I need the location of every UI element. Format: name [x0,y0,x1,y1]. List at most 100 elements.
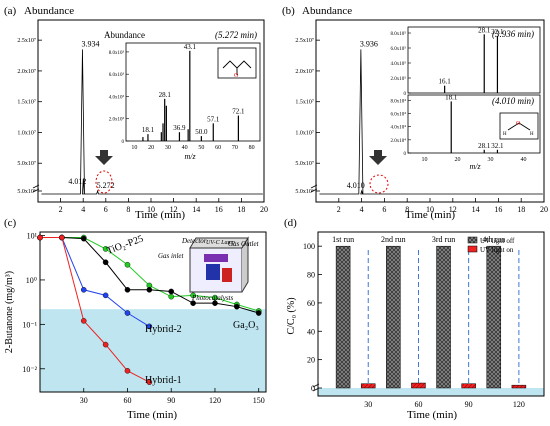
bar-uv-on [360,383,376,389]
reactor-illustration: UV-C Lamp Detector Gas inlet Gas Outlet … [158,236,260,302]
panel-a-ylabel: Abundance [24,5,74,17]
panel-b-axis-break [310,184,318,193]
panel-d-bars: 1st run 2nd run 3rd run 4th run [332,235,527,389]
bar-uv-on [411,382,426,389]
series-label-hybrid2: Hybrid-2 [145,324,182,335]
bar-uv-on [461,383,476,389]
y-tick-label: 1.0x10⁷ [295,130,314,136]
y-tick-label: 20 [307,356,315,365]
panel-a-inset-x-ticks: 10 20 30 40 50 60 70 80 [131,145,254,151]
spectrum-peak-label: 28.1 [478,142,491,150]
x-tick-label: 10 [147,205,155,214]
panel-a-inset-xlabel: m/z [184,152,196,161]
panel-d-x-ticks: 30 60 90 120 [364,250,525,409]
x-tick-label: 20 [260,205,268,214]
panel-a-highlight-circle [95,170,113,194]
series-point [234,303,240,310]
series-point [80,318,87,324]
oxygen-atom-icon: O [234,73,239,79]
panel-b-inset2-y-ticks: 0 2.0x10⁴ 4.0x10⁴ 6.0x10⁴ 8.0x10⁴ [391,98,411,157]
x-tick-label: 30 [364,400,372,409]
inset-y-tick-label: 8.0x10⁵ [391,31,407,37]
inset-x-tick-label: 20 [148,145,154,151]
series-label-ga2o3: Ga₂O₃ [233,320,259,331]
y-tick-label: 5.0x10⁷ [295,161,314,167]
y-tick-label: 5.0x10⁶ [295,189,314,195]
bar-uv-on [511,384,527,389]
inset-x-tick-label: 50 [198,145,204,151]
legend-swatch-on [467,245,478,253]
x-tick-label: 6 [104,205,108,214]
spectrum-peak-label: 28.1 [159,91,172,99]
panel-a-inset-title: Abundance [104,30,145,40]
y-tick-label: 10⁻¹ [22,320,37,329]
inset-y-tick-label: 4.0x10⁴ [391,125,407,131]
x-tick-label: 20 [540,205,548,214]
y-tick-label: 10⁻² [22,365,37,374]
panel-b-insets: (3.936 min) (4.010 min) 0 2.0x10⁵ 4.0x10⁵ 6… [391,26,541,171]
y-tick-label: 2.5x10⁷ [295,38,314,44]
panel-d-tag: (d) [284,217,297,229]
series-label-tio2: TiO₂-P25 [105,233,145,256]
reactor-outlet-label: Gas Outlet [228,240,260,248]
panel-a-inset-note: (5.272 min) [215,30,257,40]
panel-b-inset-xlabel: m/z [469,162,481,171]
x-tick-label: 10 [426,205,434,214]
panel-c-y-ticks: 10¹ 10⁰ 10⁻¹ 10⁻² [22,232,45,374]
inset-y-tick-label: 2.0x10⁴ [391,138,407,144]
panel-b-highlight-circle [369,174,389,194]
series-point [190,292,196,299]
x-tick-label: 90 [465,400,473,409]
panel-d-legend: UV light off UV light on [467,236,515,254]
series-point [37,234,43,241]
panel-d-axis-break [312,383,320,392]
bar-uv-off [335,245,351,389]
x-tick-label: 8 [126,205,130,214]
panel-b-inset1-frame [407,26,541,94]
panel-d-y-ticks: 0 20 40 60 80 100 [303,242,322,393]
y-tick-label: 0 [311,384,315,393]
panel-a: (a) Abundance 5.0x10⁶ 5.0x10⁷ 1.0x10⁷ 1.5x1… [4,5,268,221]
panel-b-y-ticks: 5.0x10⁶ 5.0x10⁷ 1.0x10⁷ 1.5x10⁷ 2.0x10⁷ 2.5x1… [295,38,320,195]
reactor-lamp-label: UV-C Lamp [206,240,235,246]
panel-c-tag: (c) [4,217,17,229]
peak-label: 4.010 [347,181,365,190]
panel-b-inset2-frame [407,94,541,154]
y-tick-label: 2.5x10⁷ [17,38,36,44]
panel-b-plot-frame [315,19,545,203]
series-point [124,261,131,268]
y-tick-label: 1.5x10⁷ [295,100,314,106]
x-tick-label: 120 [209,396,221,405]
panel-b-inset2-x-ticks: 10 20 30 40 [422,157,527,163]
bar-uv-off [386,245,401,389]
panel-a-axis-break [32,184,40,193]
panel-b-xlabel: Time (min) [405,209,455,221]
inset-y-tick-label: 6.0x10⁵ [391,46,407,52]
series-point [102,246,109,252]
series-point [168,293,175,300]
panel-a-arrow-icon [95,150,113,165]
butanone-structure-icon [222,60,252,75]
y-tick-label: 5.0x10⁶ [17,189,36,195]
panel-c-ylabel: 2-Butanone (mg/m³) [4,271,15,353]
series-point [80,286,87,293]
legend-label-off: UV light off [480,237,515,245]
series-point [124,368,131,374]
inset-x-tick-label: 30 [488,157,494,163]
x-tick-label: 90 [167,396,175,405]
y-tick-label: 2.0x10⁷ [295,69,314,75]
inset-y-tick-label: 6.0x10³ [109,72,125,78]
hydrogen-atom-icon: H [530,132,534,137]
molecule-structure-box [499,112,539,140]
series-point [124,286,131,293]
inset-x-tick-label: 40 [182,145,188,151]
panel-c-shaded-region [40,309,266,392]
x-tick-label: 4 [360,205,364,214]
x-tick-label: 8 [405,205,409,214]
panel-b-inset1-spectrum: 16.1 28.1 32.1 [439,26,504,93]
spectrum-peak-label: 43.1 [184,43,197,51]
y-tick-label: 2.0x10⁷ [17,69,36,75]
panel-b-inset1-y-ticks: 0 2.0x10⁵ 4.0x10⁵ 6.0x10⁵ 8.0x10⁵ [391,31,411,97]
bar-uv-off [486,245,502,389]
